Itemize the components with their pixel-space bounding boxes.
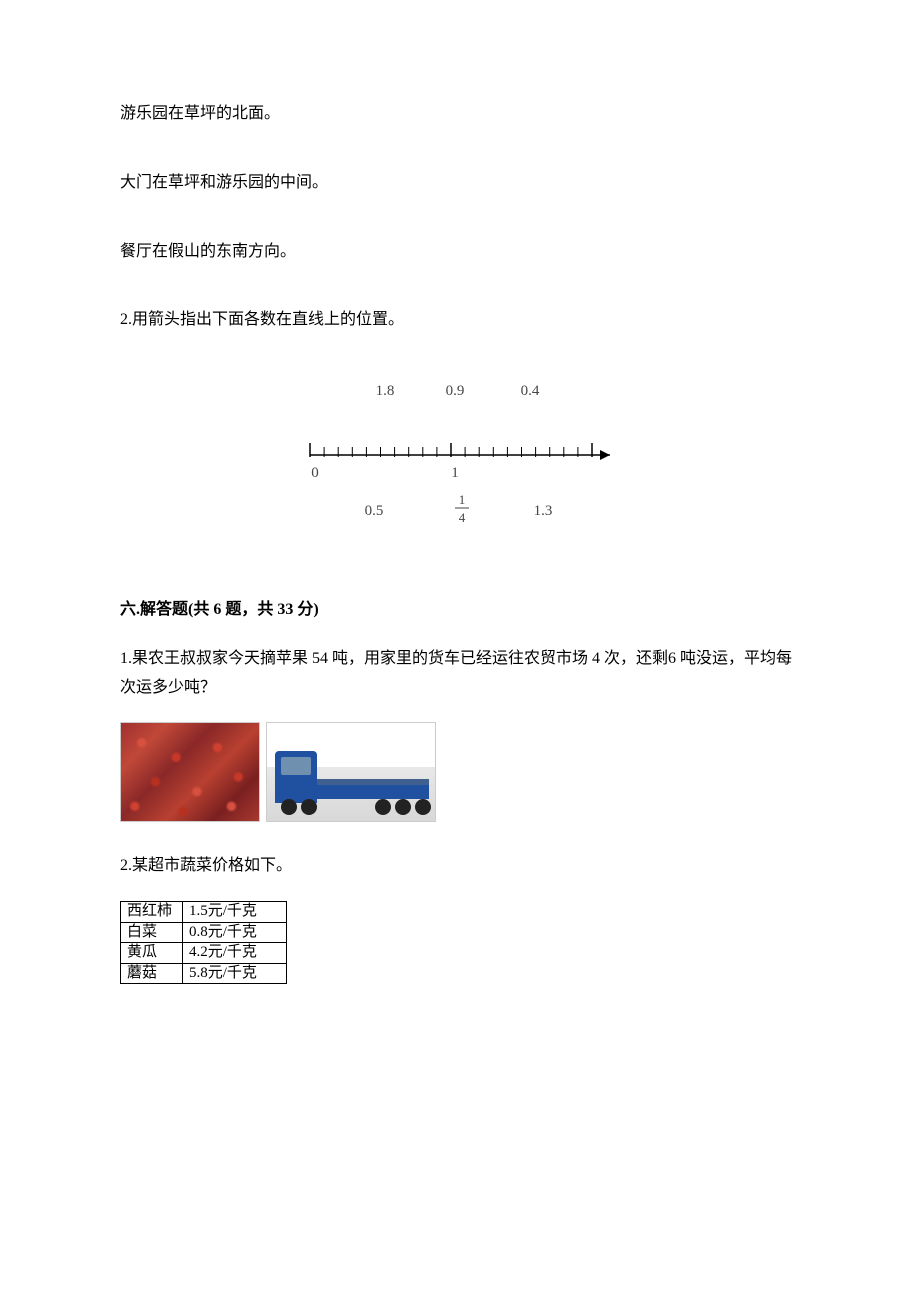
svg-text:0.4: 0.4: [521, 383, 540, 399]
statement-2: 大门在草坪和游乐园的中间。: [120, 169, 800, 198]
svg-text:1.3: 1.3: [534, 503, 553, 519]
table-cell: 西红柿: [121, 902, 183, 923]
number-line-figure: 1.8 0.9 0.4 0 1 0.5 1 4 1.3: [150, 365, 800, 556]
vegetable-price-table: 西红柿1.5元/千克白菜0.8元/千克黄瓜4.2元/千克蘑菇5.8元/千克: [120, 901, 287, 984]
q6-2-text: 2.某超市蔬菜价格如下。: [120, 852, 800, 881]
statement-3: 餐厅在假山的东南方向。: [120, 238, 800, 267]
q2-prompt: 2.用箭头指出下面各数在直线上的位置。: [120, 306, 800, 335]
table-row: 蘑菇5.8元/千克: [121, 963, 287, 984]
table-cell: 白菜: [121, 922, 183, 943]
apples-photo: [120, 722, 260, 822]
svg-text:4: 4: [459, 510, 466, 525]
svg-text:0.5: 0.5: [365, 503, 384, 519]
table-cell: 黄瓜: [121, 943, 183, 964]
section-6-title: 六.解答题(共 6 题，共 33 分): [120, 596, 800, 625]
table-row: 黄瓜4.2元/千克: [121, 943, 287, 964]
table-cell: 4.2元/千克: [183, 943, 287, 964]
table-cell: 蘑菇: [121, 963, 183, 984]
svg-text:0: 0: [311, 465, 319, 481]
svg-text:1.8: 1.8: [376, 383, 395, 399]
q6-1-text: 1.果农王叔叔家今天摘苹果 54 吨，用家里的货车已经运往农贸市场 4 次，还剩…: [120, 645, 800, 703]
table-cell: 1.5元/千克: [183, 902, 287, 923]
svg-text:0.9: 0.9: [446, 383, 465, 399]
table-cell: 5.8元/千克: [183, 963, 287, 984]
table-cell: 0.8元/千克: [183, 922, 287, 943]
statement-1: 游乐园在草坪的北面。: [120, 100, 800, 129]
photo-row: [120, 722, 800, 822]
svg-text:1: 1: [451, 465, 459, 481]
truck-photo: [266, 722, 436, 822]
table-row: 白菜0.8元/千克: [121, 922, 287, 943]
table-row: 西红柿1.5元/千克: [121, 902, 287, 923]
svg-text:1: 1: [459, 492, 466, 507]
